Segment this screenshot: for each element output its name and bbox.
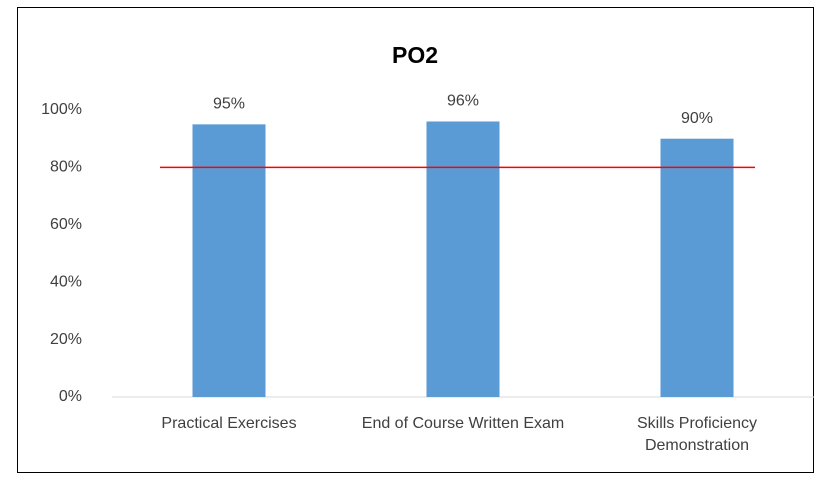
x-tick-label: Practical Exercises xyxy=(161,415,297,432)
y-tick-label: 80% xyxy=(50,159,82,176)
bar xyxy=(426,121,500,397)
value-label: 95% xyxy=(213,96,245,113)
y-tick-label: 0% xyxy=(59,388,82,405)
x-tick-label: End of Course Written Exam xyxy=(361,415,565,432)
bar xyxy=(192,124,266,397)
y-tick-label: 20% xyxy=(50,331,82,348)
value-label: 90% xyxy=(681,110,713,127)
value-label: 96% xyxy=(447,93,479,110)
y-tick-label: 100% xyxy=(41,101,82,118)
y-tick-label: 40% xyxy=(50,273,82,290)
y-tick-label: 60% xyxy=(50,216,82,233)
chart-title: PO2 xyxy=(392,42,438,68)
x-tick-label: Skills Proficiency Demonstration xyxy=(636,415,758,454)
bar xyxy=(660,138,734,397)
